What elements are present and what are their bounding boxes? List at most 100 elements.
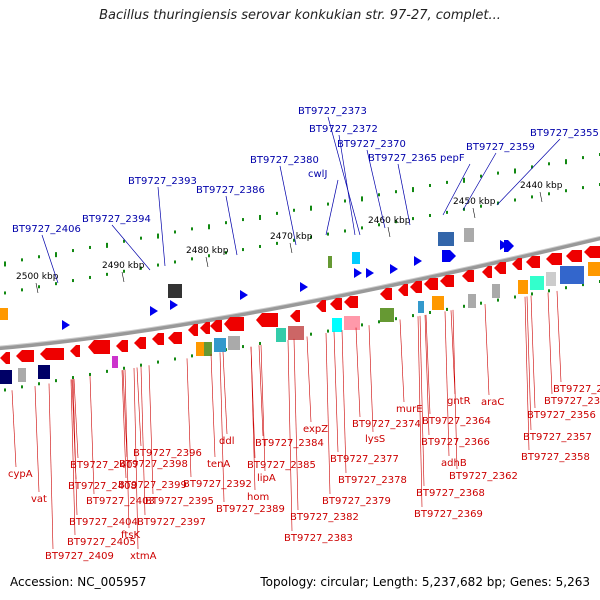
label-connector: [355, 327, 361, 418]
tick-dot: [106, 369, 108, 373]
feature-box: [328, 256, 332, 268]
forward-gene: [170, 300, 178, 310]
tick-label: 2500 kbp: [16, 272, 59, 282]
feature-box: [518, 280, 528, 294]
bottom-gene-label: BT9727_2366: [421, 437, 490, 448]
tick-dot: [463, 207, 465, 211]
tick-dot: [259, 244, 261, 248]
tick-dot: [242, 345, 244, 349]
tick-dot: [497, 298, 499, 302]
tick-mark: [472, 207, 476, 219]
tick-dot: [38, 255, 40, 259]
forward-gene: [504, 240, 514, 252]
bottom-gene-label: BT9727_2405: [67, 537, 136, 548]
tick-dot: [429, 183, 431, 187]
genome-backbone-highlight: [0, 235, 600, 347]
feature-box: [352, 252, 360, 264]
bottom-gene-label: cypA: [8, 469, 33, 480]
reverse-gene: [0, 352, 10, 364]
tick-dot: [582, 156, 584, 160]
tick-dot: [140, 266, 142, 270]
forward-gene: [300, 282, 308, 292]
feature-box: [0, 370, 12, 384]
top-gene-label: BT9727_2394: [82, 214, 151, 225]
label-connector: [366, 149, 386, 229]
tick-dot: [4, 291, 6, 295]
label-connector: [397, 163, 411, 226]
bottom-gene-label: lipA: [257, 473, 276, 484]
tick-mark: [289, 242, 293, 254]
bottom-gene-label: BT9727_2403: [86, 496, 155, 507]
bottom-gene-label: BT9727_2374: [352, 419, 421, 430]
tick-dot: [361, 323, 363, 327]
tick-dot: [157, 263, 159, 267]
tick-dot: [276, 241, 278, 245]
tick-dot: [531, 292, 533, 296]
label-connector: [89, 376, 95, 495]
tick-label: 2490 kbp: [102, 261, 145, 271]
bottom-gene-label: vat: [31, 494, 47, 505]
tick-dot: [531, 195, 533, 199]
tick-dot: [4, 261, 6, 267]
feature-box: [332, 318, 342, 332]
bottom-gene-label: lysS: [365, 434, 385, 445]
top-gene-label: BT9727_2365: [368, 153, 437, 164]
label-connector: [41, 234, 59, 284]
forward-gene: [150, 306, 158, 316]
genome-backbone: [0, 236, 600, 351]
tick-dot: [191, 227, 193, 231]
tick-dot: [412, 314, 414, 318]
bottom-gene-label: BT9727_2384: [255, 438, 324, 449]
label-connector: [279, 165, 297, 246]
tick-dot: [548, 162, 550, 166]
label-connector: [293, 338, 299, 511]
bottom-gene-label: BT9727_2357: [523, 432, 592, 443]
reverse-gene: [462, 270, 474, 282]
tick-dot: [89, 275, 91, 279]
feature-box: [204, 342, 212, 356]
label-connectors: [11, 116, 562, 550]
tick-mark: [121, 271, 125, 283]
tick-dot: [293, 238, 295, 242]
label-connector: [225, 195, 238, 256]
label-connector: [287, 339, 293, 532]
label-connector: [34, 386, 40, 493]
tick-dot: [480, 301, 482, 305]
label-connector: [306, 336, 312, 423]
forward-gene: [354, 268, 362, 278]
tick-dot: [55, 282, 57, 286]
page-title: Bacillus thuringiensis serovar konkukian…: [99, 8, 501, 23]
tick-dot: [582, 186, 584, 190]
label-connector: [222, 351, 228, 435]
label-connector: [73, 378, 79, 459]
bottom-gene-label: BT9727_2379: [322, 496, 391, 507]
reverse-gene: [210, 320, 222, 332]
bottom-gene-label: xtmA: [130, 551, 157, 562]
reverse-gene: [200, 322, 210, 334]
tick-dot: [276, 211, 278, 215]
tick-dot: [480, 204, 482, 208]
tick-dot: [378, 223, 380, 227]
label-connector: [450, 310, 456, 395]
reverse-gene: [546, 253, 562, 265]
top-gene-label: BT9727_2372: [309, 124, 378, 135]
label-connector: [325, 333, 331, 495]
tick-dot: [378, 320, 380, 324]
tick-dot: [344, 199, 346, 203]
label-connector: [425, 314, 431, 415]
bottom-gene-label: expZ: [303, 424, 328, 435]
reverse-gene: [494, 262, 506, 274]
tick-dot: [463, 304, 465, 308]
tick-dot: [429, 213, 431, 217]
label-connector: [417, 316, 423, 508]
label-connector: [70, 379, 76, 536]
bottom-gene-label: BT9727_2389: [216, 504, 285, 515]
reverse-gene: [380, 288, 392, 300]
top-gene-label: pepF: [440, 153, 465, 164]
bottom-gene-label: BT9727_2404: [69, 517, 138, 528]
tick-dot: [140, 236, 142, 240]
bottom-gene-label: ddl: [219, 436, 234, 447]
reverse-gene: [566, 250, 582, 262]
label-connector: [124, 369, 130, 529]
tick-dot: [293, 208, 295, 212]
